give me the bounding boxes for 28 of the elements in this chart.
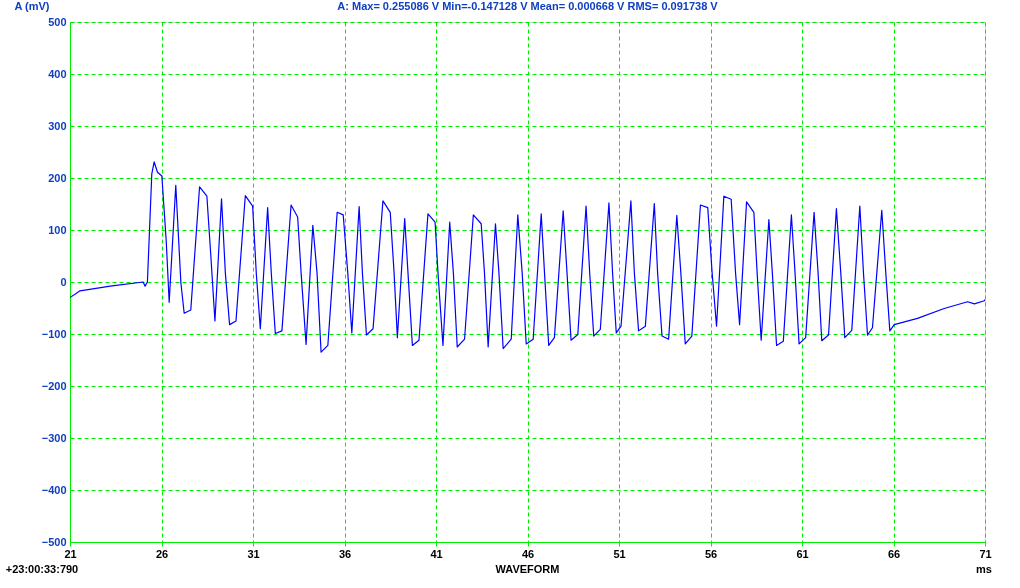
x-tick-label: 26 — [155, 547, 169, 560]
x-tick-label: 66 — [887, 547, 901, 560]
y-tick-label: 100 — [48, 223, 67, 236]
y-axis-title: A (mV) — [14, 0, 50, 12]
x-tick-label: 51 — [613, 547, 626, 560]
x-tick-label: 21 — [64, 547, 77, 560]
x-tick-label: 41 — [430, 547, 443, 560]
x-tick-label: 36 — [338, 547, 352, 560]
y-tick-label: −400 — [41, 483, 67, 496]
text: ms — [976, 563, 992, 575]
text: +23:00:33:790 — [5, 563, 79, 575]
line-series — [70, 161, 985, 353]
x-tick-label: 56 — [704, 547, 718, 560]
x-tick-label: 46 — [521, 547, 535, 560]
y-tick-label: 0 — [60, 275, 67, 288]
x-tick-label: 61 — [796, 547, 809, 560]
x-axis-title: WAVEFORM — [495, 563, 560, 575]
y-tick-label: −300 — [41, 431, 67, 444]
y-tick-label: −500 — [41, 535, 67, 548]
y-tick-label: 300 — [48, 119, 67, 132]
y-tick-label: 400 — [48, 67, 67, 80]
chart-title: A: Max= 0.255086 V Min=-0.147128 V Mean= 0.000668 V RMS= 0.091738 V — [337, 0, 719, 12]
y-tick-label: −200 — [41, 379, 67, 392]
y-tick-label: −100 — [41, 327, 67, 340]
y-tick-label: 200 — [48, 171, 67, 184]
y-tick-label: 500 — [48, 15, 67, 28]
x-tick-label: 31 — [247, 547, 260, 560]
x-tick-label: 71 — [979, 547, 992, 560]
